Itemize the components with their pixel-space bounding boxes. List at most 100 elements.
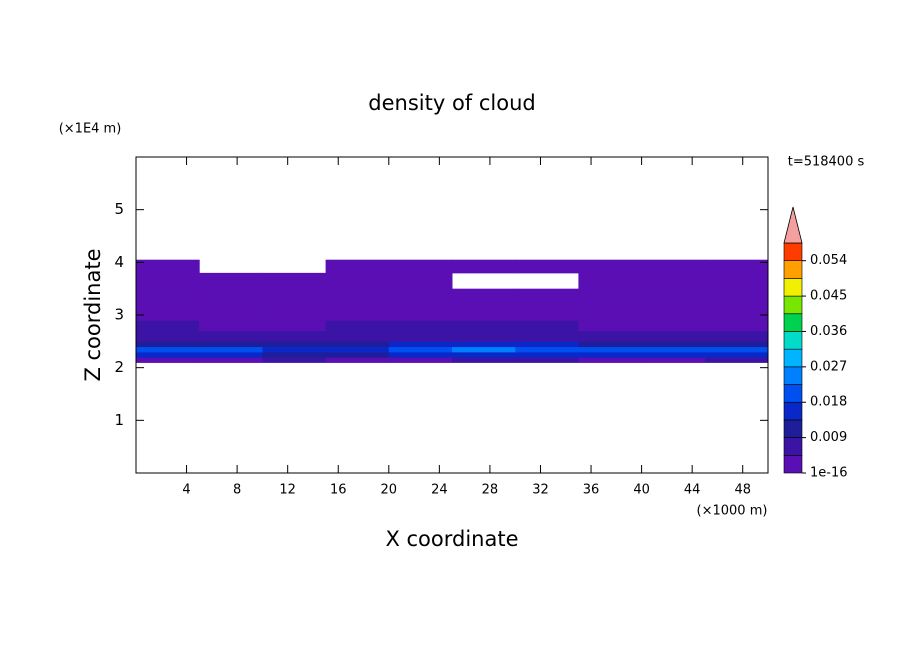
- colorbar-box: [783, 295, 803, 315]
- x-tick-label: 36: [583, 483, 600, 498]
- colorbar-tick-label: 1e-16: [810, 466, 848, 481]
- x-tick-label: 4: [182, 483, 190, 498]
- contour-cell: [136, 272, 200, 290]
- contour-cell: [136, 357, 200, 363]
- contour-cell: [515, 259, 579, 274]
- contour-cell: [325, 351, 390, 358]
- contour-cell: [325, 288, 390, 305]
- contour-cell: [199, 357, 263, 363]
- contour-cell: [515, 346, 579, 353]
- contour-cell: [136, 259, 200, 274]
- contour-cell: [578, 272, 643, 290]
- contour-cell: [136, 304, 200, 321]
- contour-cell: [704, 330, 769, 342]
- contour-cell: [704, 320, 769, 332]
- contour-cell: [199, 346, 263, 353]
- contour-cell: [388, 357, 453, 363]
- colorbar-box: [783, 384, 803, 403]
- contour-cell: [452, 259, 516, 274]
- x-tick-label: 8: [233, 483, 241, 498]
- contour-cell: [136, 346, 200, 353]
- contour-cell: [325, 259, 390, 274]
- contour-cell: [641, 346, 706, 353]
- contour-cell: [136, 288, 200, 305]
- x-tick-label: 16: [330, 483, 347, 498]
- colorbar-box: [783, 331, 803, 350]
- contour-cell: [262, 272, 327, 290]
- contour-cell: [136, 341, 200, 348]
- contour-cell: [388, 330, 453, 342]
- colorbar-tick-label: 0.045: [810, 289, 847, 304]
- contour-cell: [515, 357, 579, 363]
- contour-cell: [641, 272, 706, 290]
- contour-cell: [325, 341, 390, 348]
- contour-cell: [388, 346, 453, 353]
- contour-cell: [262, 341, 327, 348]
- contour-cell: [388, 351, 453, 358]
- colorbar-box: [783, 419, 803, 438]
- contour-cell: [515, 351, 579, 358]
- contour-cell: [452, 346, 516, 353]
- contour-cell: [641, 341, 706, 348]
- x-tick-label: 28: [482, 483, 499, 498]
- colorbar-tick-label: 0.027: [810, 359, 847, 374]
- contour-cell: [578, 259, 643, 274]
- contour-cell: [578, 346, 643, 353]
- contour-cell: [199, 330, 263, 342]
- colorbar-tick-label: 0.054: [810, 253, 847, 268]
- contour-cell: [388, 320, 453, 332]
- contour-cell: [388, 272, 453, 290]
- y-tick-label: 4: [114, 253, 124, 271]
- contour-cell: [515, 341, 579, 348]
- contour-cell: [704, 346, 769, 353]
- x-tick-label: 40: [633, 483, 650, 498]
- contour-cell: [136, 320, 200, 332]
- colorbar-tick-label: 0.018: [810, 395, 847, 410]
- contour-cell: [262, 351, 327, 358]
- colorbar-box: [783, 348, 803, 368]
- contour-cell: [325, 346, 390, 353]
- colorbar-box: [783, 455, 803, 474]
- contour-cell: [704, 288, 769, 305]
- contour-cell: [704, 341, 769, 348]
- contour-cell: [199, 341, 263, 348]
- contour-cell: [199, 288, 263, 305]
- colorbar-box: [783, 242, 803, 261]
- contour-cell: [578, 320, 643, 332]
- contour-cell: [704, 357, 769, 363]
- contour-cell: [262, 288, 327, 305]
- y-tick-label: 1: [114, 411, 124, 429]
- contour-cell: [578, 288, 643, 305]
- contour-cell: [452, 288, 516, 305]
- contour-cell: [578, 357, 643, 363]
- colorbar-box: [783, 313, 803, 332]
- contour-cell: [262, 357, 327, 363]
- contour-cell: [704, 259, 769, 274]
- y-axis-label: Z coordinate: [81, 248, 105, 381]
- contour-cell: [452, 341, 516, 348]
- contour-cell: [515, 320, 579, 332]
- contour-cell: [452, 351, 516, 358]
- contour-cell: [262, 304, 327, 321]
- colorbar-box: [783, 260, 803, 279]
- contour-cell: [641, 259, 706, 274]
- contour-cell: [578, 351, 643, 358]
- contour-cell: [325, 304, 390, 321]
- chart-title: density of cloud: [368, 91, 535, 115]
- colorbar-tick-label: 0.009: [810, 430, 847, 445]
- colorbar-box: [783, 366, 803, 385]
- contour-cell: [199, 272, 263, 290]
- contour-cell: [641, 357, 706, 363]
- contour-cell: [704, 272, 769, 290]
- contour-cell: [262, 346, 327, 353]
- contour-cell: [578, 330, 643, 342]
- contour-cell: [641, 330, 706, 342]
- x-tick-label: 24: [431, 483, 448, 498]
- contour-cell: [641, 351, 706, 358]
- contour-cell: [199, 351, 263, 358]
- contour-cell: [578, 304, 643, 321]
- y-unit: (×1E4 m): [59, 122, 122, 137]
- contour-cell: [452, 330, 516, 342]
